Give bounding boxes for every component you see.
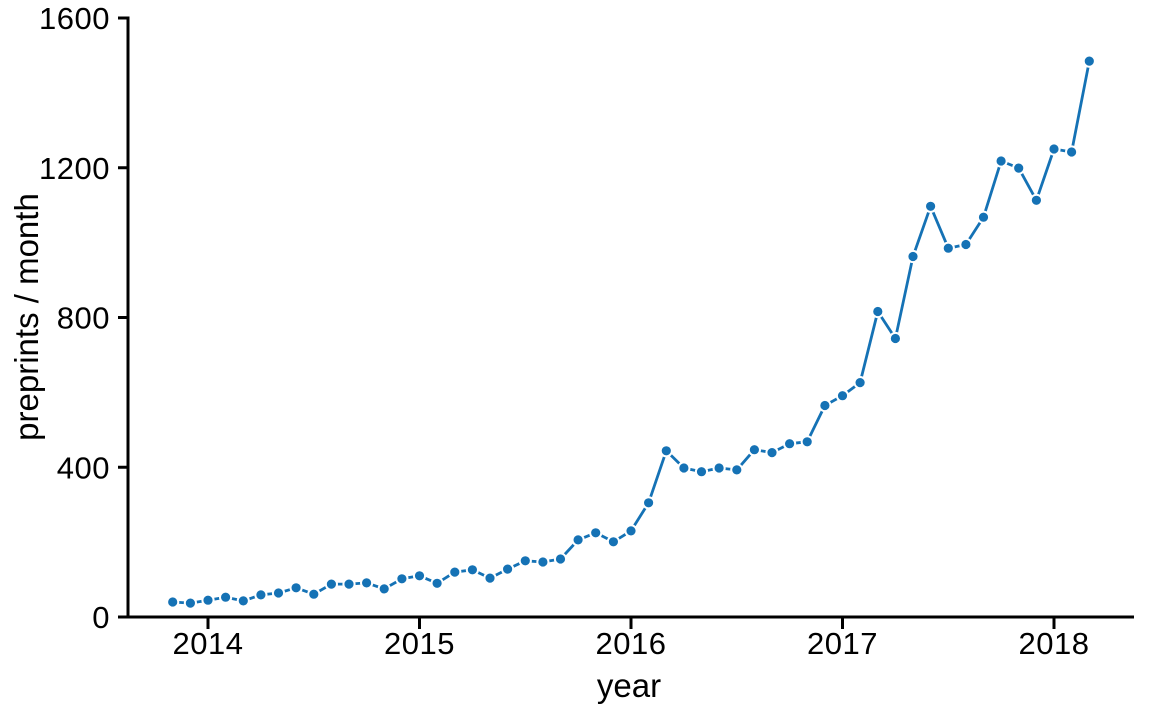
- data-point: [201, 593, 215, 607]
- data-point: [1065, 145, 1079, 159]
- data-point: [501, 562, 515, 576]
- data-point: [448, 565, 462, 579]
- data-point: [377, 582, 391, 596]
- data-point: [360, 576, 374, 590]
- data-point: [183, 596, 197, 610]
- x-tick-label: 2014: [173, 626, 244, 661]
- data-point: [835, 389, 850, 403]
- data-point: [271, 586, 286, 600]
- data-point: [483, 571, 497, 585]
- data-point: [924, 199, 938, 213]
- x-tick-label: 2015: [384, 626, 455, 661]
- data-point: [677, 461, 691, 475]
- data-point: [219, 590, 233, 604]
- data-point: [430, 576, 444, 590]
- data-point: [395, 572, 409, 586]
- y-tick-label: 0: [92, 600, 110, 635]
- y-tick-label: 1600: [39, 1, 110, 36]
- data-point: [1047, 142, 1061, 156]
- data-series: [166, 54, 1096, 610]
- x-tick-label: 2018: [1019, 626, 1090, 661]
- data-point: [853, 376, 867, 390]
- data-point: [976, 210, 991, 224]
- data-point: [518, 554, 532, 568]
- data-point: [624, 524, 638, 538]
- data-point: [712, 461, 726, 475]
- data-point: [1082, 54, 1096, 68]
- axes: 0 400 800 1200 1600 2014 2015 2016 2017 2018: [39, 1, 1134, 661]
- data-point: [783, 437, 797, 451]
- data-point: [747, 443, 762, 457]
- data-point: [906, 249, 920, 264]
- y-tick-label: 400: [57, 450, 110, 485]
- data-point: [888, 331, 903, 346]
- x-tick-label: 2016: [596, 626, 667, 661]
- data-point: [959, 237, 973, 252]
- data-point: [1029, 193, 1044, 207]
- data-point: [166, 595, 180, 609]
- y-axis-label: preprints / month: [8, 193, 45, 441]
- data-point: [536, 555, 550, 569]
- data-point: [694, 465, 709, 479]
- data-line: [171, 59, 1091, 605]
- data-point: [324, 577, 338, 591]
- data-point: [553, 552, 568, 566]
- data-point: [412, 569, 427, 583]
- data-point: [800, 435, 814, 449]
- data-point: [342, 577, 356, 591]
- data-point: [642, 496, 656, 510]
- data-point: [254, 588, 268, 602]
- data-point: [765, 446, 779, 460]
- data-point: [1012, 161, 1026, 175]
- data-point: [818, 398, 832, 413]
- data-point: [606, 535, 621, 549]
- data-point: [730, 463, 744, 477]
- data-point: [571, 533, 585, 547]
- data-point: [994, 154, 1008, 168]
- data-point: [307, 587, 321, 601]
- x-tick-label: 2017: [807, 626, 878, 661]
- data-point: [289, 581, 303, 595]
- data-point: [941, 241, 955, 255]
- data-point: [871, 304, 885, 319]
- data-point: [659, 444, 673, 458]
- data-point: [589, 526, 603, 540]
- y-tick-label: 1200: [39, 151, 110, 186]
- y-tick-label: 800: [57, 301, 110, 336]
- x-axis-label: year: [597, 667, 661, 704]
- data-point: [465, 563, 479, 577]
- data-point: [236, 594, 250, 608]
